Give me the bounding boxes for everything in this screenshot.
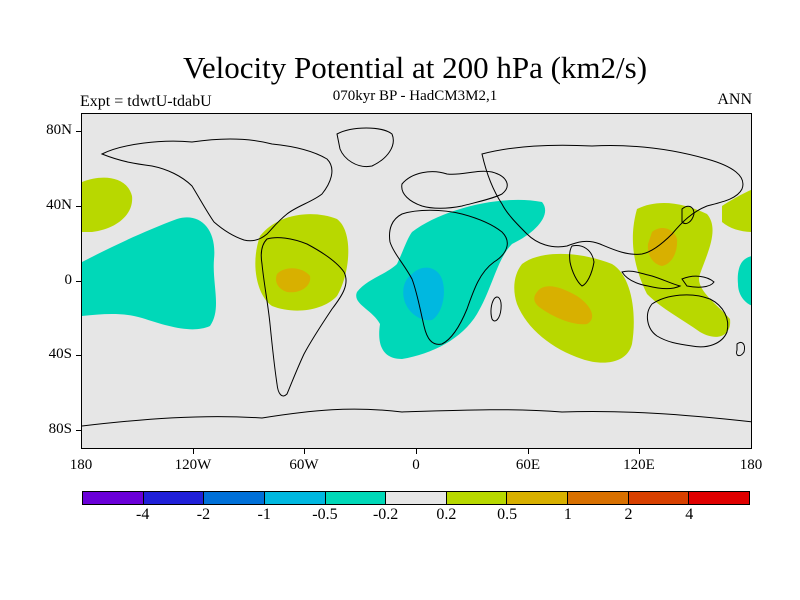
colorbar-label: -4 — [136, 506, 150, 523]
colorbar-label: -2 — [196, 506, 211, 523]
x-tick-mark — [304, 449, 305, 454]
positive-core-indian-ocean — [534, 286, 593, 325]
coastline-greenland — [336, 127, 394, 168]
colorbar-swatch — [325, 492, 387, 504]
map-panel — [81, 113, 752, 449]
coastline-europe — [401, 170, 508, 209]
y-tick-mark — [76, 131, 81, 132]
coastline-new-zealand — [736, 341, 745, 357]
x-tick-label: 120E — [623, 457, 655, 473]
map-title: Velocity Potential at 200 hPa (km2/s) — [182, 50, 648, 85]
colorbar-label: 0.2 — [436, 506, 457, 523]
coastline-north-america — [100, 138, 333, 242]
y-tick-label: 40S — [48, 346, 72, 362]
colorbar-swatch — [689, 492, 750, 504]
colorbar-swatch — [568, 492, 629, 504]
y-tick-mark — [76, 430, 81, 431]
colorbar-swatch — [143, 492, 205, 504]
colorbar-label: -1 — [257, 506, 271, 523]
coastline-japan — [681, 205, 695, 225]
negative-region-east-pacific — [82, 217, 217, 330]
coastlines — [82, 127, 751, 427]
colorbar-label: 0.5 — [497, 506, 518, 523]
x-tick-label: 0 — [412, 457, 420, 473]
positive-region-north-pacific — [82, 177, 133, 232]
colorbar-label: -0.2 — [372, 506, 399, 523]
y-tick-label: 40N — [46, 197, 72, 213]
colorbar-swatch — [446, 492, 508, 504]
x-tick-label: 60W — [289, 457, 319, 473]
colorbar-swatch — [507, 492, 569, 504]
y-tick-label: 80S — [48, 421, 72, 437]
coastline-south-america — [260, 237, 347, 397]
colorbar-swatch — [264, 492, 326, 504]
coastline-indonesia — [621, 270, 682, 290]
positive-core-maritime-continent — [647, 228, 678, 266]
coastline-africa — [389, 209, 508, 345]
experiment-label: Expt = tdwtU-tdabU — [80, 93, 212, 110]
coastline-australia — [646, 294, 729, 348]
coastline-new-guinea — [681, 275, 715, 288]
x-tick-label: 120W — [174, 457, 212, 473]
negative-region-africa — [356, 199, 546, 359]
x-tick-mark — [639, 449, 640, 454]
coastline-india — [569, 245, 595, 287]
coastline-madagascar — [490, 296, 502, 322]
y-tick-label: 80N — [46, 122, 72, 138]
coastline-asia — [481, 144, 744, 255]
negative-core-africa — [403, 267, 444, 321]
map-subtitle: 070kyr BP - HadCM3M2,1 — [332, 88, 498, 104]
colorbar — [82, 491, 750, 505]
y-tick-mark — [76, 355, 81, 356]
y-tick-mark — [76, 206, 81, 207]
x-tick-mark — [416, 449, 417, 454]
x-tick-mark — [528, 449, 529, 454]
y-tick-mark — [76, 281, 81, 282]
positive-core-south-america — [276, 268, 311, 293]
colorbar-label: 4 — [685, 506, 694, 523]
colorbar-swatch — [386, 492, 447, 504]
y-tick-label: 0 — [64, 272, 73, 288]
x-tick-label: 180 — [69, 457, 93, 473]
coastline-antarctica — [82, 408, 751, 427]
season-label: ANN — [717, 91, 752, 108]
colorbar-label: 1 — [563, 506, 572, 523]
negative-region-west-pacific — [737, 256, 751, 306]
map-svg — [82, 114, 751, 448]
x-tick-label: 60E — [515, 457, 541, 473]
x-tick-label: 180 — [739, 457, 763, 473]
colorbar-label: -0.5 — [312, 506, 338, 523]
x-tick-mark — [193, 449, 194, 454]
colorbar-swatch — [83, 492, 144, 504]
positive-region-dateline-east — [722, 189, 751, 232]
colorbar-label: 2 — [624, 506, 633, 523]
colorbar-swatch — [628, 492, 690, 504]
colorbar-swatch — [204, 492, 265, 504]
